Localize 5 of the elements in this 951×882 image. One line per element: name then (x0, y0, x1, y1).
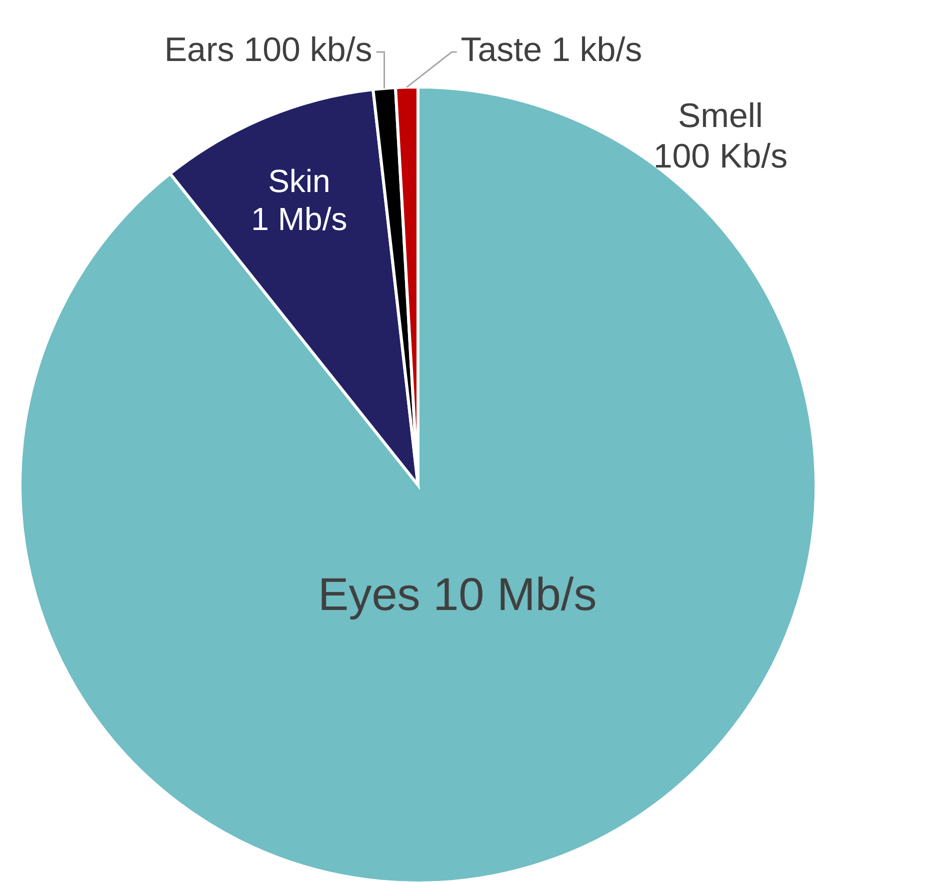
slice-label: Skin 1 Mb/s (251, 162, 348, 238)
category-label: Smell 100 Kb/s (653, 96, 788, 176)
slice-label: Ears 100 kb/s (164, 30, 372, 69)
slice-label: Taste 1 kb/s (460, 30, 642, 69)
slice-label: Eyes 10 Mb/s (318, 568, 597, 620)
